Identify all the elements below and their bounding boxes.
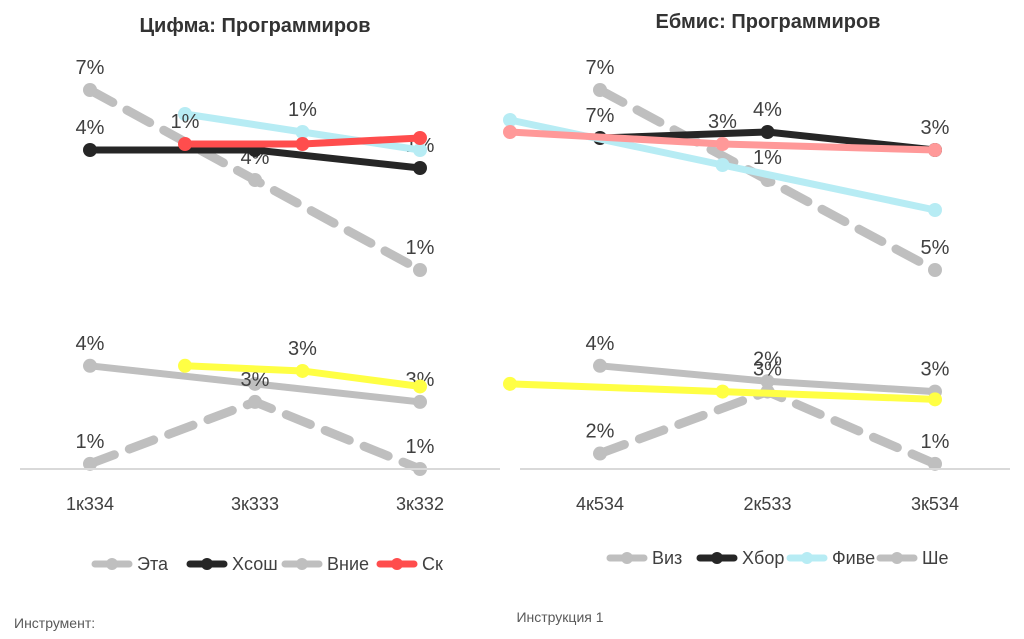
x-tick-label: 2к533	[744, 494, 792, 514]
x-tick-label: 3к534	[911, 494, 959, 514]
data-point-1-2-1	[715, 158, 730, 172]
x-tick-label: 4к534	[576, 494, 624, 514]
data-point-0-1-0	[83, 143, 97, 157]
data-point-2-2-1	[295, 363, 310, 378]
data-point-2-2-0	[178, 358, 192, 373]
data-label-3-1-2: 1%	[921, 431, 950, 453]
data-label-3-0-1: 2%	[753, 348, 782, 370]
data-point-0-2-2	[413, 143, 427, 157]
legend-left: Эта Хсош Вние Ск	[91, 554, 443, 574]
data-label-2-0-0: 4%	[76, 333, 105, 355]
footer-note: Инструкция 1	[516, 609, 603, 625]
data-point-2-0-1	[248, 376, 262, 391]
chart-title-right: Ебмис: Программиров	[656, 11, 881, 33]
legend-marker	[296, 558, 308, 570]
legend-marker	[106, 558, 118, 570]
series-line-3-1	[595, 386, 940, 469]
legend-marker	[801, 552, 813, 564]
legend-marker	[711, 552, 723, 564]
data-point-0-3-2	[413, 131, 427, 145]
data-point-0-0-0	[83, 83, 97, 97]
data-label-0-3-0: 1%	[171, 111, 200, 133]
legend-marker	[891, 552, 903, 564]
data-point-3-0-1	[760, 374, 775, 389]
data-point-3-1-2	[928, 456, 942, 471]
x-tick-label: 3к333	[231, 494, 279, 514]
data-point-0-3-1	[295, 137, 310, 151]
data-point-1-3-1	[715, 137, 730, 151]
data-point-1-2-2	[928, 203, 942, 217]
data-point-1-3-2	[928, 143, 942, 157]
data-point-0-3-0	[178, 137, 192, 151]
data-label-2-1-1: 3%	[241, 369, 270, 391]
data-label-0-0-2: 1%	[406, 237, 435, 259]
data-label-0-2-1: 1%	[288, 99, 317, 121]
data-label-1-3-1: 3%	[708, 111, 737, 133]
legend-label: Ше	[922, 548, 949, 568]
legend-right: Виз Хбор Фиве Ше	[606, 548, 949, 568]
data-point-1-3-0	[503, 125, 517, 139]
legend-marker	[391, 558, 403, 570]
data-point-2-0-0	[83, 358, 97, 373]
series-line-2-1	[85, 397, 425, 474]
data-label-2-2-1: 3%	[288, 338, 317, 360]
legend-label: Хбор	[742, 548, 784, 568]
data-point-0-2-1	[295, 125, 310, 139]
data-point-0-2-0	[178, 107, 192, 121]
x-tick-label: 3к332	[396, 494, 444, 514]
data-label-0-1-0: 4%	[76, 117, 105, 139]
data-point-1-2-0	[503, 113, 517, 127]
data-label-3-0-0: 4%	[586, 333, 615, 355]
x-tick-labels: 1к334 3к333 3к332 4к534 2к533 3к534	[66, 494, 959, 514]
data-label-1-1-0: 7%	[586, 105, 615, 127]
legend-label: Эта	[137, 554, 169, 574]
legend-label: Фиве	[832, 548, 875, 568]
data-point-1-1-1	[760, 125, 775, 139]
data-label-0-0-0: 7%	[76, 57, 105, 79]
data-point-3-2-1	[715, 384, 730, 399]
data-point-0-0-2	[413, 263, 427, 277]
data-label-1-0-2: 5%	[921, 237, 950, 259]
chart-title-left: Цифма: Программиров	[139, 15, 370, 37]
data-label-1-0-0: 7%	[586, 57, 615, 79]
data-label-1-0-1: 1%	[753, 147, 782, 169]
data-point-0-0-1	[248, 173, 262, 187]
legend-label: Ск	[422, 554, 443, 574]
legend-label: Виз	[652, 548, 682, 568]
data-label-1-1-2: 3%	[921, 117, 950, 139]
data-point-1-0-2	[928, 263, 942, 277]
data-point-2-1-0	[83, 456, 97, 471]
data-point-0-1-2	[413, 161, 427, 175]
legend-label: Вние	[327, 554, 369, 574]
data-point-2-2-2	[413, 379, 427, 394]
data-point-2-1-1	[248, 394, 262, 409]
data-label-2-1-2: 1%	[406, 436, 435, 458]
legend-marker	[201, 558, 213, 570]
chart-panel-top-left: 7%4%1%4%1%1%1%	[76, 57, 435, 277]
data-point-3-2-2	[928, 392, 942, 407]
chart-panel-bottom-left: 4%3%1%3%1%3%	[76, 333, 435, 476]
data-label-3-1-0: 2%	[586, 421, 615, 443]
data-point-3-0-0	[593, 358, 607, 373]
data-point-1-0-0	[593, 83, 607, 97]
data-point-3-1-0	[593, 446, 607, 461]
data-point-2-0-2	[413, 394, 427, 409]
chart-panel-bottom-right: 4%2% 3%2%3%1%	[503, 333, 950, 471]
legend-label: Хсош	[232, 554, 278, 574]
legend-marker	[621, 552, 633, 564]
footer-source: Инструмент:	[14, 615, 95, 631]
x-tick-label: 1к334	[66, 494, 114, 514]
data-label-3-1-1: 3%	[753, 359, 782, 381]
data-label-2-1-0: 1%	[76, 431, 105, 453]
chart-panel-top-right: 7% 1% 5% 7% 4% 3% 3%	[503, 57, 950, 277]
data-label-1-1-1: 4%	[753, 99, 782, 121]
data-label-3-0-2: 3%	[921, 359, 950, 381]
data-point-3-2-0	[503, 376, 517, 391]
